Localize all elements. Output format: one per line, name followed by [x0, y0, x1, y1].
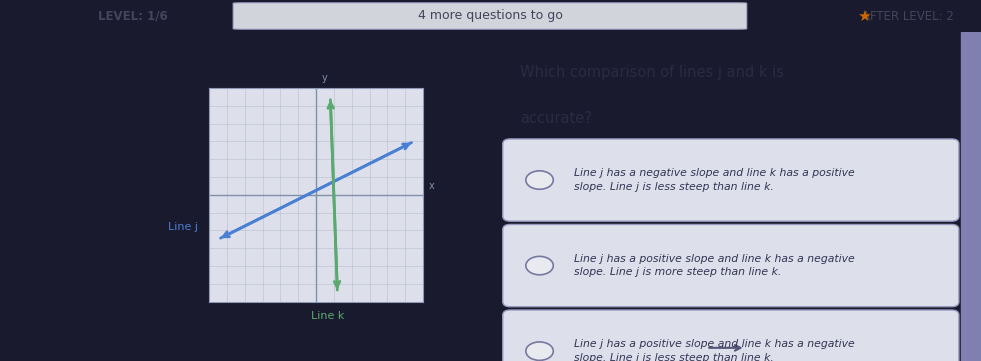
Text: x: x — [429, 181, 434, 191]
FancyBboxPatch shape — [503, 139, 959, 221]
Text: LEVEL: 1/6: LEVEL: 1/6 — [98, 9, 168, 22]
Circle shape — [526, 342, 553, 360]
Text: 4 more questions to go: 4 more questions to go — [418, 9, 562, 22]
Text: Which comparison of lines j and k is: Which comparison of lines j and k is — [520, 65, 784, 80]
Text: Line j has a positive slope and line k has a negative
slope. Line j is more stee: Line j has a positive slope and line k h… — [574, 254, 854, 277]
Text: Line j has a positive slope and line k has a negative
slope. Line j is less stee: Line j has a positive slope and line k h… — [574, 339, 854, 361]
Text: accurate?: accurate? — [520, 111, 592, 126]
Text: Line j has a negative slope and line k has a positive
slope. Line j is less stee: Line j has a negative slope and line k h… — [574, 168, 854, 192]
Circle shape — [526, 256, 553, 275]
Circle shape — [526, 171, 553, 189]
FancyBboxPatch shape — [503, 225, 959, 307]
Text: AFTER LEVEL: 2: AFTER LEVEL: 2 — [862, 9, 954, 22]
FancyBboxPatch shape — [503, 310, 959, 361]
Text: Line k: Line k — [311, 311, 344, 321]
FancyBboxPatch shape — [233, 3, 747, 29]
Text: Line j: Line j — [169, 222, 198, 232]
Text: ★: ★ — [857, 9, 871, 23]
Text: y: y — [322, 73, 327, 83]
Bar — [961, 32, 981, 361]
